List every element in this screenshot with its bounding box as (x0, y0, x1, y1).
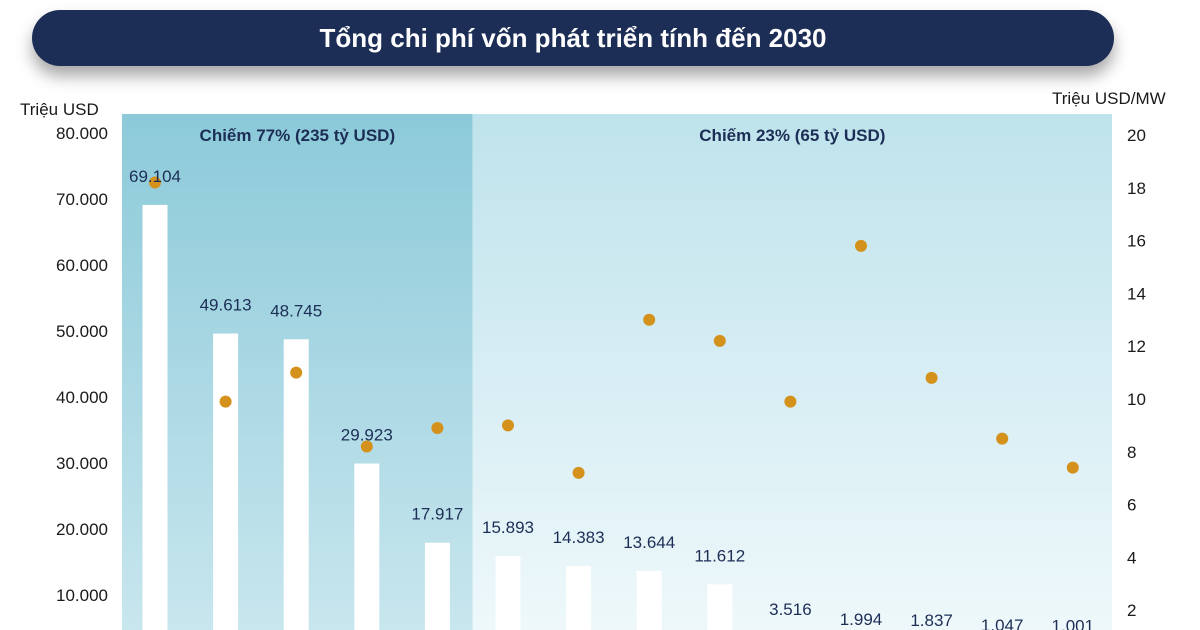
chart-title: Tổng chi phí vốn phát triển tính đến 203… (319, 22, 827, 53)
dot-point-8 (643, 313, 656, 326)
bar-value-label-5: 17.917 (411, 505, 463, 524)
bar-value-label-3: 48.745 (270, 301, 322, 320)
bar-value-label-10: 3.516 (769, 600, 812, 619)
dot-point-5 (431, 422, 444, 435)
y-left-tick-label: 20.000 (56, 520, 108, 539)
y-left-tick-label: 50.000 (56, 322, 108, 341)
y-right-tick-label: 14 (1127, 284, 1146, 303)
bar-value-label-12: 1.837 (910, 611, 953, 630)
y-left-tick-label: 70.000 (56, 190, 108, 209)
dot-point-4 (360, 440, 373, 453)
bar-value-label-1: 69.104 (129, 167, 181, 186)
bar-7 (566, 566, 592, 630)
dot-point-9 (713, 334, 726, 347)
bar-3 (283, 339, 309, 630)
y-left-unit-label: Triệu USD (20, 100, 99, 119)
bar-value-label-7: 14.383 (553, 528, 605, 547)
bar-6 (495, 556, 521, 630)
bar-5 (424, 542, 450, 630)
bar-value-label-2: 49.613 (200, 296, 252, 315)
bar-4 (354, 463, 380, 630)
dot-point-3 (290, 366, 303, 379)
y-left-tick-label: 40.000 (56, 388, 108, 407)
dot-point-2 (219, 395, 232, 408)
region-background-2 (472, 114, 1112, 630)
bar-8 (636, 570, 662, 630)
y-right-tick-label: 6 (1127, 496, 1136, 515)
region-label-1: Chiếm 77% (235 tỷ USD) (200, 126, 396, 145)
y-right-tick-label: 12 (1127, 337, 1146, 356)
title-bar: Tổng chi phí vốn phát triển tính đến 203… (32, 10, 1114, 66)
y-right-tick-label: 10 (1127, 390, 1146, 409)
bar-value-label-13: 1.047 (981, 616, 1024, 630)
bar-1 (142, 204, 168, 630)
bar-2 (213, 333, 239, 630)
y-left-tick-label: 60.000 (56, 256, 108, 275)
dot-point-10 (784, 395, 797, 408)
y-right-tick-label: 16 (1127, 232, 1146, 251)
y-right-tick-label: 4 (1127, 548, 1136, 567)
dot-point-7 (572, 466, 585, 479)
y-right-tick-label: 18 (1127, 179, 1146, 198)
dot-point-11 (855, 239, 867, 252)
dot-point-6 (502, 419, 514, 432)
dot-point-1 (149, 176, 161, 189)
y-right-tick-label: 2 (1127, 601, 1136, 620)
region-label-2: Chiếm 23% (65 tỷ USD) (699, 126, 885, 145)
bar-value-label-11: 1.994 (840, 610, 883, 629)
bar-value-label-8: 13.644 (623, 533, 675, 552)
dot-point-14 (1066, 461, 1079, 474)
bar-9 (707, 584, 733, 630)
dot-point-13 (996, 432, 1009, 445)
bar-value-label-14: 1.001 (1052, 616, 1095, 630)
y-right-tick-label: 8 (1127, 443, 1136, 462)
y-left-tick-label: 80.000 (56, 124, 108, 143)
bar-value-label-6: 15.893 (482, 518, 534, 537)
y-right-tick-label: 20 (1127, 126, 1146, 145)
y-left-tick-label: 10.000 (56, 586, 108, 605)
bar-value-label-4: 29.923 (341, 426, 393, 445)
y-left-tick-label: 30.000 (56, 454, 108, 473)
dot-point-12 (925, 371, 938, 384)
y-right-unit-label: Triệu USD/MW (1052, 89, 1166, 108)
bar-value-label-9: 11.612 (694, 546, 745, 565)
